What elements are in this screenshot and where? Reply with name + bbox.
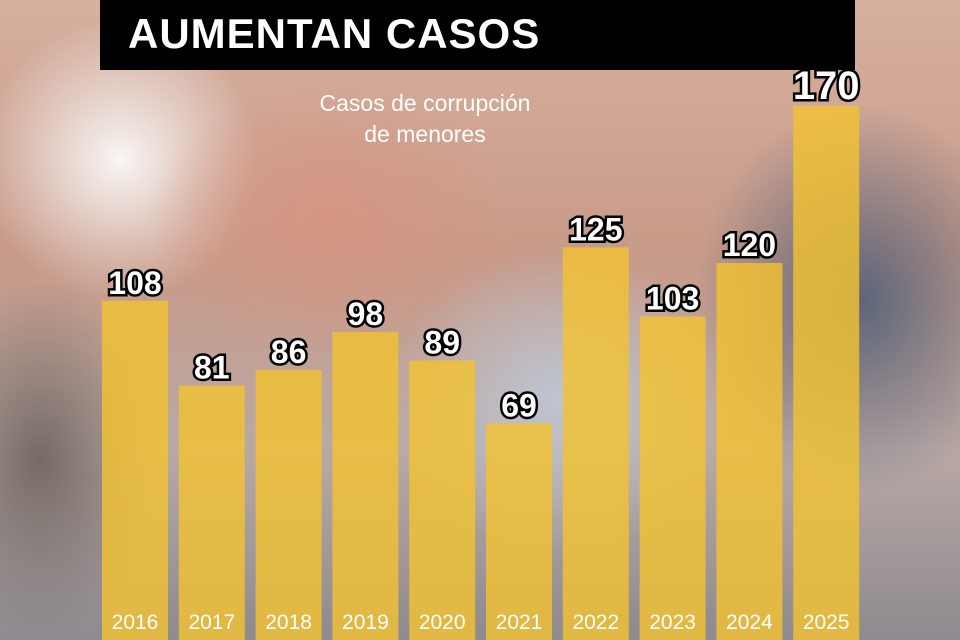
chart-subtitle: Casos de corrupción de menores — [300, 88, 550, 150]
bar-2023 — [639, 316, 706, 640]
data-label-2020: 89 — [424, 324, 460, 360]
data-label-2017: 81 — [194, 350, 230, 386]
x-tick-label-2021: 2021 — [496, 611, 543, 634]
x-tick-label-2023: 2023 — [649, 611, 696, 634]
bar-2024 — [716, 263, 783, 640]
bar-2017 — [178, 385, 245, 640]
bar-2020 — [409, 360, 476, 640]
x-tick-label-2020: 2020 — [419, 611, 466, 634]
x-tick-label-2025: 2025 — [803, 611, 850, 634]
x-tick-label-2016: 2016 — [112, 611, 159, 634]
data-label-2019: 98 — [348, 296, 384, 332]
bar-2016 — [102, 300, 168, 640]
data-label-2024: 120 — [723, 227, 776, 263]
subtitle-line-2: de menores — [364, 121, 486, 147]
bar-2021 — [486, 423, 552, 640]
title-bar — [100, 0, 855, 70]
x-tick-label-2017: 2017 — [188, 611, 235, 634]
bar-2025 — [793, 106, 860, 640]
bar-2019 — [332, 332, 399, 640]
data-label-2023: 103 — [646, 280, 699, 316]
x-tick-label-2022: 2022 — [572, 611, 619, 634]
subtitle-line-1: Casos de corrupción — [319, 90, 531, 116]
data-label-2018: 86 — [271, 334, 307, 370]
bar-2022 — [562, 247, 629, 640]
chart-title: AUMENTAN CASOS — [128, 10, 541, 57]
x-tick-label-2024: 2024 — [726, 611, 773, 634]
x-tick-label-2018: 2018 — [265, 611, 312, 634]
data-label-2021: 69 — [501, 387, 537, 423]
x-tick-label-2019: 2019 — [342, 611, 389, 634]
data-label-2022: 125 — [569, 211, 622, 247]
bar-2018 — [255, 369, 322, 640]
data-label-2025: 170 — [793, 64, 860, 108]
data-label-2016: 108 — [108, 265, 161, 301]
